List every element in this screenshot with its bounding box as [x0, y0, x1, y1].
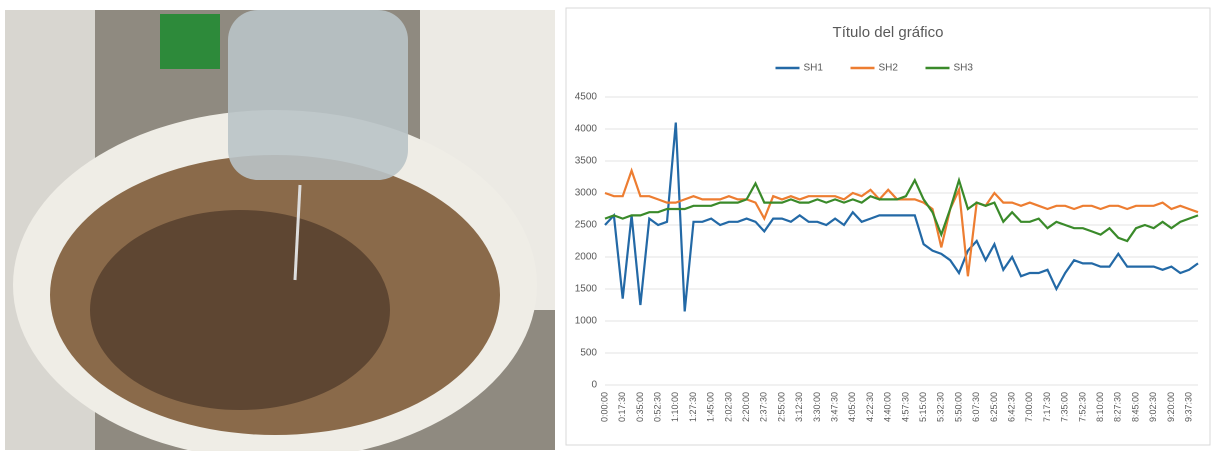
x-tick-label: 2:37:30	[759, 392, 769, 422]
x-tick-label: 2:02:30	[723, 392, 733, 422]
x-tick-label: 9:02:30	[1148, 392, 1158, 422]
x-tick-label: 0:00:00	[599, 392, 609, 422]
x-tick-label: 6:07:30	[971, 392, 981, 422]
x-tick-label: 7:00:00	[1024, 392, 1034, 422]
x-tick-label: 8:27:30	[1113, 392, 1123, 422]
wet-soil	[90, 210, 390, 410]
x-tick-label: 4:40:00	[883, 392, 893, 422]
chart-title: Título del gráfico	[833, 24, 944, 41]
y-tick-label: 1500	[575, 284, 598, 295]
x-tick-label: 9:20:00	[1166, 392, 1176, 422]
bottle	[228, 10, 408, 180]
x-tick-label: 7:52:30	[1077, 392, 1087, 422]
x-tick-label: 4:22:30	[865, 392, 875, 422]
x-tick-label: 0:17:30	[617, 392, 627, 422]
x-tick-label: 5:50:00	[953, 392, 963, 422]
series-line	[604, 167, 1199, 277]
y-tick-label: 3000	[575, 188, 598, 199]
water-stream	[293, 184, 302, 281]
y-tick-label: 3500	[575, 156, 598, 167]
x-tick-label: 7:35:00	[1060, 392, 1070, 422]
x-tick-label: 2:55:00	[776, 392, 786, 422]
y-tick-label: 4000	[575, 124, 598, 135]
photo	[5, 10, 555, 456]
x-tick-label: 4:57:30	[900, 392, 910, 422]
y-tick-label: 4500	[575, 92, 598, 103]
legend-label: SH3	[954, 63, 974, 74]
y-tick-label: 1000	[575, 316, 598, 327]
x-tick-label: 8:45:00	[1130, 392, 1140, 422]
x-tick-label: 2:20:00	[741, 392, 751, 422]
chart-frame	[565, 7, 1211, 446]
y-tick-label: 500	[580, 348, 597, 359]
x-tick-label: 9:37:30	[1184, 392, 1194, 422]
x-tick-label: 6:42:30	[1007, 392, 1017, 422]
x-tick-label: 5:32:30	[936, 392, 946, 422]
green-object	[160, 14, 220, 69]
y-tick-label: 2000	[575, 252, 598, 263]
legend-label: SH1	[804, 63, 824, 74]
x-tick-label: 4:05:00	[847, 392, 857, 422]
y-tick-label: 0	[591, 380, 597, 391]
x-tick-label: 3:47:30	[829, 392, 839, 422]
x-tick-label: 1:27:30	[688, 392, 698, 422]
x-tick-label: 8:10:00	[1095, 392, 1105, 422]
series-line	[604, 176, 1199, 243]
y-tick-label: 2500	[575, 220, 598, 231]
x-tick-label: 6:25:00	[989, 392, 999, 422]
x-tick-label: 3:12:30	[794, 392, 804, 422]
x-tick-label: 1:45:00	[706, 392, 716, 422]
x-tick-label: 5:15:00	[918, 392, 928, 422]
x-tick-label: 1:10:00	[670, 392, 680, 422]
legend-label: SH2	[879, 63, 899, 74]
x-tick-label: 0:52:30	[652, 392, 662, 422]
x-tick-label: 3:30:00	[812, 392, 822, 422]
series-line	[604, 122, 1199, 312]
x-tick-label: 0:35:00	[635, 392, 645, 422]
x-tick-label: 7:17:30	[1042, 392, 1052, 422]
